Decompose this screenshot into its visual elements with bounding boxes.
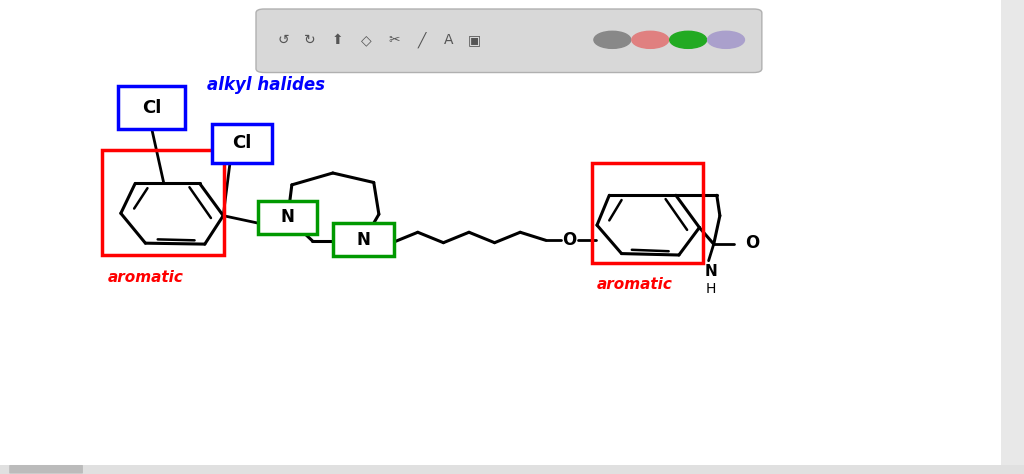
Text: ↺: ↺ [278, 33, 290, 47]
Text: ↻: ↻ [303, 33, 315, 47]
FancyBboxPatch shape [256, 9, 762, 73]
Text: O: O [745, 234, 760, 252]
FancyBboxPatch shape [118, 86, 185, 129]
Text: ╱: ╱ [418, 32, 426, 48]
FancyBboxPatch shape [212, 124, 272, 163]
Text: ✂: ✂ [388, 33, 400, 47]
Text: N: N [356, 231, 371, 248]
Bar [1001, 0, 1024, 465]
Circle shape [594, 31, 631, 48]
Circle shape [632, 31, 669, 48]
Text: ◇: ◇ [361, 33, 372, 47]
Text: N: N [281, 209, 295, 226]
Text: ⬆: ⬆ [332, 33, 344, 47]
Text: ▣: ▣ [468, 33, 480, 47]
FancyBboxPatch shape [9, 465, 83, 474]
Text: O: O [562, 231, 577, 249]
Text: alkyl halides: alkyl halides [207, 76, 325, 94]
Text: N: N [705, 264, 717, 280]
Circle shape [708, 31, 744, 48]
Text: aromatic: aromatic [108, 270, 183, 285]
Bar [0, 465, 1024, 474]
Text: A: A [443, 33, 454, 47]
Circle shape [670, 31, 707, 48]
Text: Cl: Cl [232, 135, 252, 152]
Text: H: H [706, 282, 716, 296]
FancyBboxPatch shape [333, 223, 394, 256]
Text: Cl: Cl [142, 99, 161, 117]
FancyBboxPatch shape [258, 201, 317, 234]
Text: aromatic: aromatic [597, 277, 673, 292]
